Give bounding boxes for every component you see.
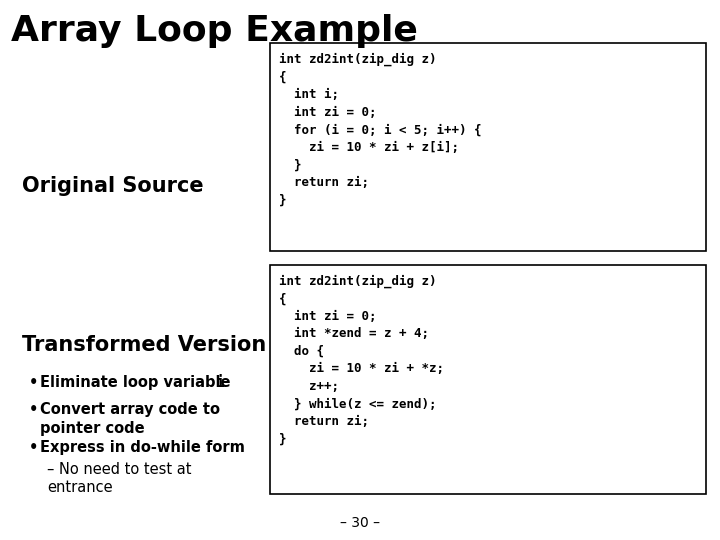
Text: – No need to test at
entrance: – No need to test at entrance — [47, 462, 192, 495]
Text: Array Loop Example: Array Loop Example — [11, 14, 418, 48]
Text: Original Source: Original Source — [22, 176, 203, 197]
Text: int zd2int(zip_dig z)
{
  int zi = 0;
  int *zend = z + 4;
  do {
    zi = 10 * : int zd2int(zip_dig z) { int zi = 0; int … — [279, 274, 444, 445]
Text: Convert array code to
pointer code: Convert array code to pointer code — [40, 402, 220, 436]
Text: i: i — [216, 375, 225, 390]
Text: •: • — [29, 440, 38, 455]
Text: – 30 –: – 30 – — [340, 516, 380, 530]
FancyBboxPatch shape — [270, 43, 706, 251]
Text: int zd2int(zip_dig z)
{
  int i;
  int zi = 0;
  for (i = 0; i < 5; i++) {
    z: int zd2int(zip_dig z) { int i; int zi = … — [279, 53, 481, 206]
Text: Transformed Version: Transformed Version — [22, 335, 266, 355]
Text: Express in do-while form: Express in do-while form — [40, 440, 245, 455]
Text: Eliminate loop variable: Eliminate loop variable — [40, 375, 235, 390]
Text: •: • — [29, 402, 38, 417]
Text: •: • — [29, 375, 38, 390]
FancyBboxPatch shape — [270, 265, 706, 494]
